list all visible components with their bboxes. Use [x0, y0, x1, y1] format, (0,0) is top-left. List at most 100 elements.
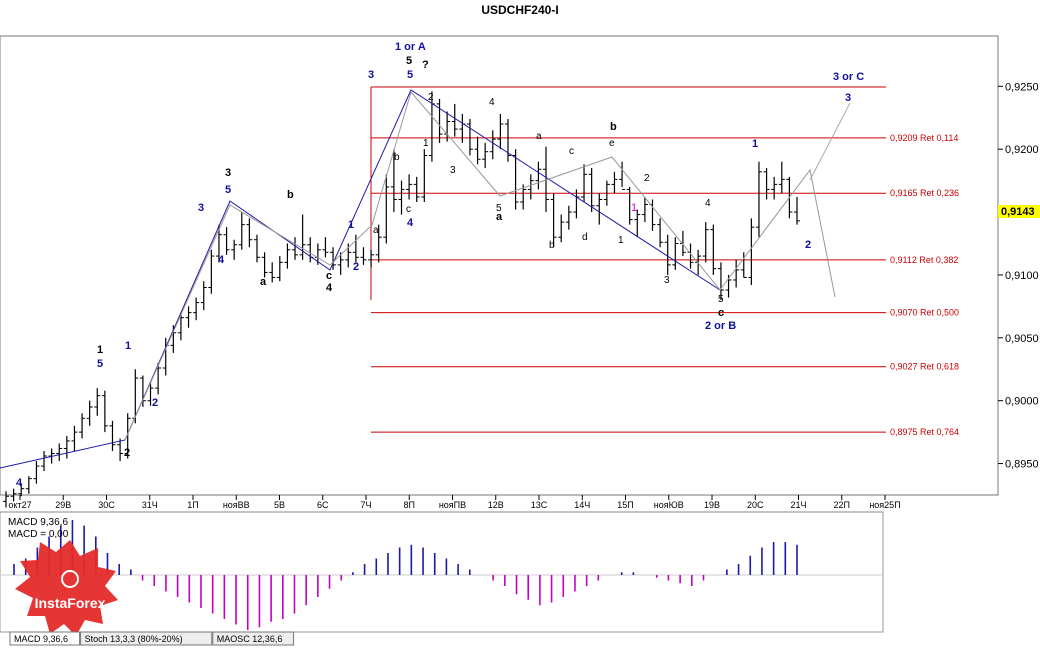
price-bar: [3, 491, 9, 508]
tab-label: MAOSC 12,36,6: [217, 634, 283, 644]
price-bar: [223, 227, 230, 255]
price-bar: [611, 171, 618, 194]
price-bar: [33, 461, 40, 484]
svg-text:5: 5: [718, 294, 724, 305]
svg-text:b: b: [610, 121, 617, 133]
svg-text:3: 3: [225, 167, 231, 179]
price-bar: [147, 381, 154, 406]
svg-text:b: b: [394, 152, 400, 163]
price-bar: [238, 212, 245, 250]
wave-forecast: [809, 102, 851, 181]
svg-text:5: 5: [97, 358, 103, 370]
y-tick-label: 0,9000: [1005, 396, 1039, 408]
price-bar: [573, 189, 580, 219]
svg-text:InstaForex: InstaForex: [35, 595, 106, 611]
svg-text:a: a: [260, 276, 267, 288]
svg-text:4: 4: [705, 198, 711, 209]
svg-text:3: 3: [198, 202, 204, 214]
x-tick-label: 21Ч: [790, 500, 806, 510]
tab-label: MACD 9,36,6: [14, 634, 68, 644]
price-bar: [63, 435, 70, 459]
svg-text:1: 1: [348, 219, 354, 231]
price-bar: [139, 375, 146, 407]
svg-text:?: ?: [422, 59, 429, 71]
svg-text:3: 3: [664, 275, 670, 286]
price-bar: [664, 234, 671, 275]
price-bar: [86, 400, 93, 426]
price-bar: [466, 118, 473, 156]
svg-text:1: 1: [631, 202, 637, 214]
svg-text:1 or A: 1 or A: [395, 41, 426, 53]
price-bar: [740, 252, 747, 278]
svg-text:2: 2: [353, 261, 359, 273]
price-bar: [124, 413, 131, 459]
price-bar: [763, 168, 770, 200]
price-bar: [406, 174, 413, 200]
svg-text:5: 5: [225, 184, 231, 196]
svg-text:c: c: [718, 307, 724, 319]
svg-text:1: 1: [125, 340, 131, 352]
price-bar: [253, 234, 260, 263]
price-bar: [276, 256, 283, 282]
x-tick-label: нояВВ: [223, 500, 250, 510]
x-tick-label: 13С: [531, 500, 548, 510]
svg-text:a: a: [373, 225, 379, 236]
price-bar: [269, 262, 276, 283]
tab[interactable]: [212, 631, 295, 646]
tab[interactable]: [80, 631, 213, 646]
price-bar: [596, 193, 603, 225]
svg-text:2: 2: [428, 92, 434, 103]
x-tick-label: 1П: [187, 500, 198, 510]
y-tick-label: 0,9100: [1005, 270, 1039, 282]
fib-label: 0,9165 Ret 0,236: [890, 188, 959, 198]
svg-text:2: 2: [124, 447, 130, 459]
price-bar: [25, 476, 32, 494]
price-bar: [261, 252, 268, 278]
x-tick-label: 19В: [704, 500, 720, 510]
price-bar: [588, 168, 595, 213]
price-bar: [755, 161, 762, 238]
x-tick-label: 8П: [404, 500, 415, 510]
price-bar: [702, 222, 709, 263]
x-tick-label: 12В: [488, 500, 504, 510]
price-bar: [482, 142, 489, 169]
svg-text:3 or C: 3 or C: [833, 71, 864, 83]
svg-text:4: 4: [218, 254, 225, 266]
price-bar: [679, 230, 686, 257]
svg-text:5: 5: [407, 69, 413, 81]
instaforex-logo: InstaForex: [15, 540, 118, 636]
price-bar: [459, 113, 466, 143]
svg-text:1: 1: [618, 235, 624, 246]
x-tick-label: 29В: [55, 500, 71, 510]
price-bar: [550, 193, 557, 248]
wave-line-grey: [124, 90, 836, 441]
price-bar: [626, 186, 633, 225]
price-bar: [208, 249, 215, 294]
x-tick-label: 31Ч: [142, 500, 158, 510]
svg-text:c: c: [569, 146, 574, 157]
price-bar: [717, 262, 724, 301]
price-bar: [535, 161, 542, 190]
price-bar: [185, 306, 192, 328]
indicator-tabs[interactable]: MACD 9,36,6 Stoch 13,3,3 (80%-20%) MAOSC 1…: [9, 631, 295, 646]
chart-title: USDCHF240-I: [481, 3, 558, 17]
price-bar: [246, 218, 253, 248]
svg-text:4: 4: [407, 217, 414, 229]
svg-text:e: e: [609, 138, 615, 149]
macd-label: MACD 9,36,6: [8, 517, 68, 528]
price-bar: [390, 149, 397, 213]
price-bar: [672, 237, 679, 270]
x-tick-label: 6С: [317, 500, 329, 510]
svg-text:2: 2: [644, 173, 650, 184]
price-bar: [558, 214, 565, 243]
price-bar: [284, 243, 291, 269]
price-bar: [565, 205, 572, 230]
svg-text:3: 3: [368, 69, 374, 81]
fib-label: 0,9070 Ret 0,500: [890, 308, 959, 318]
price-bar: [794, 196, 800, 225]
tab[interactable]: [9, 631, 81, 646]
price-bar: [18, 483, 25, 497]
svg-text:5: 5: [406, 55, 412, 67]
price-bar: [581, 164, 588, 202]
price-bars: [3, 91, 800, 508]
